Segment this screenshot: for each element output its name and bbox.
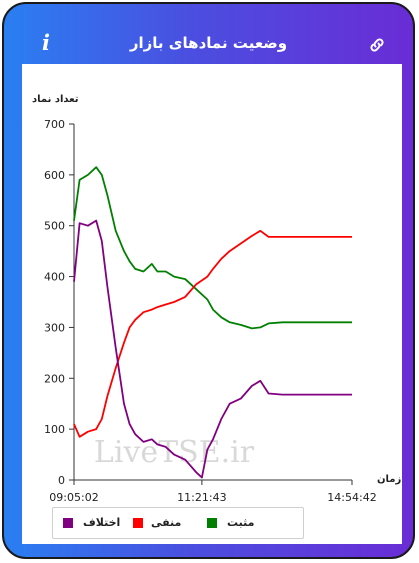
y-tick-label: 100: [44, 423, 65, 436]
y-tick-label: 300: [44, 321, 65, 334]
y-axis-label: تعداد نماد: [32, 94, 79, 105]
legend-item-difference[interactable]: اختلاف: [63, 515, 133, 531]
y-tick-label: 600: [44, 169, 65, 182]
y-tick-label: 0: [58, 474, 65, 487]
y-tick-label: 700: [44, 118, 65, 131]
y-tick-label: 500: [44, 220, 65, 233]
series-line-positive: [73, 166, 352, 330]
series-line-negative: [73, 229, 352, 438]
watermark: LiveTSE.ir: [94, 435, 255, 470]
legend-item-negative[interactable]: منفی: [133, 515, 203, 531]
legend-label-negative: منفی: [151, 516, 182, 529]
legend-swatch-negative: [133, 518, 143, 528]
x-tick-label: 14:54:42: [327, 491, 376, 504]
chart-panel: LiveTSE.ir 0 100 200 300 400 500 600 700 09:05:…: [22, 64, 402, 544]
link-icon[interactable]: [368, 36, 386, 54]
chart-legend: مثبت منفی اختلاف: [52, 507, 304, 539]
legend-swatch-positive: [207, 518, 217, 528]
widget-frame: i وضعیت نمادهای بازار LiveTSE.ir 0 100 200…: [2, 2, 415, 559]
x-axis-label: زمان: [377, 474, 401, 485]
x-tick-label: 09:05:02: [49, 491, 98, 504]
series-line-difference: [73, 219, 352, 479]
x-tick-label: 11:21:43: [177, 491, 226, 504]
y-tick-label: 400: [44, 271, 65, 284]
widget-title: وضعیت نمادهای بازار: [129, 34, 288, 52]
market-status-chart: LiveTSE.ir 0 100 200 300 400 500 600 700 09:05:…: [32, 94, 401, 504]
y-tick-label: 200: [44, 372, 65, 385]
legend-label-difference: اختلاف: [83, 516, 121, 529]
legend-swatch-difference: [63, 518, 73, 528]
info-icon[interactable]: i: [42, 30, 50, 55]
legend-item-positive[interactable]: مثبت: [207, 515, 297, 531]
widget-header: i وضعیت نمادهای بازار: [4, 4, 413, 64]
legend-label-positive: مثبت: [227, 516, 255, 529]
